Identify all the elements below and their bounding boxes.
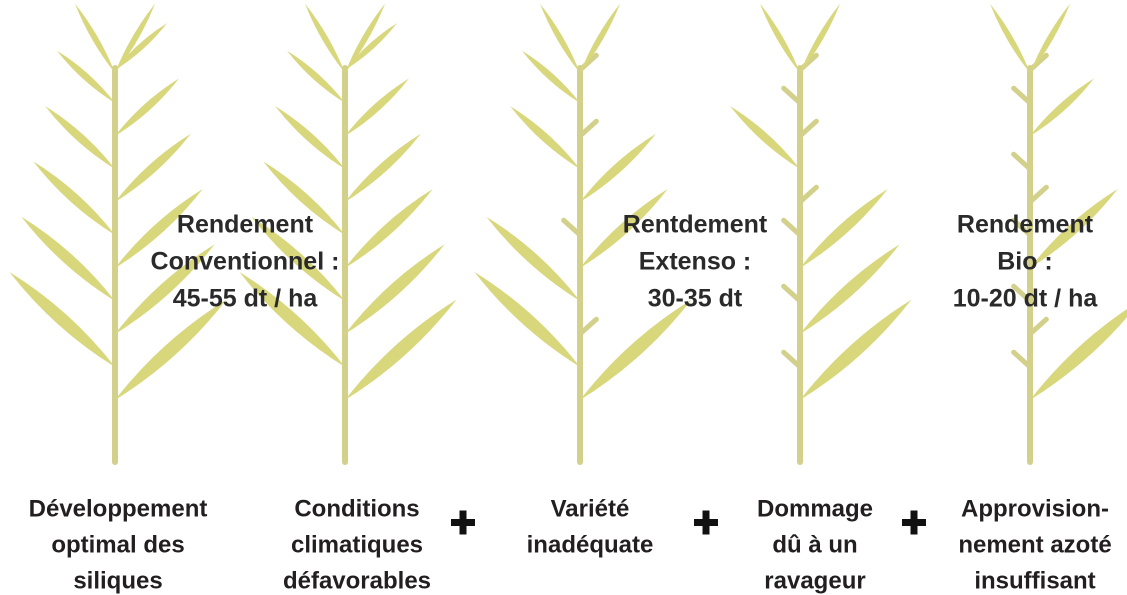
yield-label: 30-35 dt: [648, 285, 743, 313]
leaf: [340, 295, 461, 405]
leaf: [1027, 76, 1096, 139]
yield-label: Bio :: [997, 248, 1053, 276]
yield-label: Conventionnel :: [151, 248, 340, 276]
leaf: [112, 76, 181, 139]
factor-label: Conditions: [294, 495, 419, 522]
leaf: [577, 2, 622, 74]
yield-label: 45-55 dt / ha: [173, 285, 319, 313]
leaf: [795, 295, 916, 405]
leaf: [72, 2, 117, 74]
yield-label: 10-20 dt / ha: [953, 285, 1099, 313]
factor-label: insuffisant: [974, 567, 1095, 594]
leaf: [470, 267, 584, 372]
leaf: [5, 267, 119, 372]
leaf: [342, 76, 411, 139]
factor-label: ravageur: [764, 567, 865, 594]
leaf: [537, 2, 582, 74]
factor-label: dû à un: [772, 531, 857, 558]
yield-label: Extenso :: [639, 248, 752, 276]
leaf: [302, 2, 347, 74]
factor-label: défavorables: [283, 567, 431, 594]
yield-label: Rendement: [177, 211, 314, 239]
leaf: [272, 103, 348, 172]
factor-label: siliques: [73, 567, 162, 594]
leaf: [342, 130, 424, 205]
factor-label: Développement: [29, 495, 208, 522]
leaf: [727, 103, 803, 172]
leaf: [757, 2, 802, 74]
leaf: [1027, 2, 1072, 74]
factor-label: Variété: [551, 495, 630, 522]
plus-sign: [694, 511, 718, 535]
leaf: [112, 130, 194, 205]
diagram: Rendement Conventionnel : 45-55 dt / ha Ren…: [0, 0, 1127, 595]
leaf: [30, 158, 118, 239]
factor-label: nement azoté: [958, 531, 1111, 558]
factor-label: Dommage: [757, 495, 873, 522]
factor-label: inadéquate: [527, 531, 654, 558]
leaf: [235, 267, 349, 372]
leaf: [796, 185, 891, 272]
yield-label: Rentdement: [623, 211, 768, 239]
factor-label: optimal des: [51, 531, 184, 558]
leaf: [42, 103, 118, 172]
factor-label: climatiques: [291, 531, 423, 558]
yield-label: Rendement: [957, 211, 1094, 239]
leaf: [577, 130, 659, 205]
leaf: [507, 103, 583, 172]
plus-sign: [902, 511, 926, 535]
factor-label: Approvision-: [961, 495, 1109, 522]
labels: Rendement Conventionnel : 45-55 dt / ha Ren…: [29, 211, 1112, 595]
leaf: [987, 2, 1032, 74]
leaf: [341, 185, 436, 272]
plus-sign: [451, 511, 475, 535]
leaf: [797, 2, 842, 74]
